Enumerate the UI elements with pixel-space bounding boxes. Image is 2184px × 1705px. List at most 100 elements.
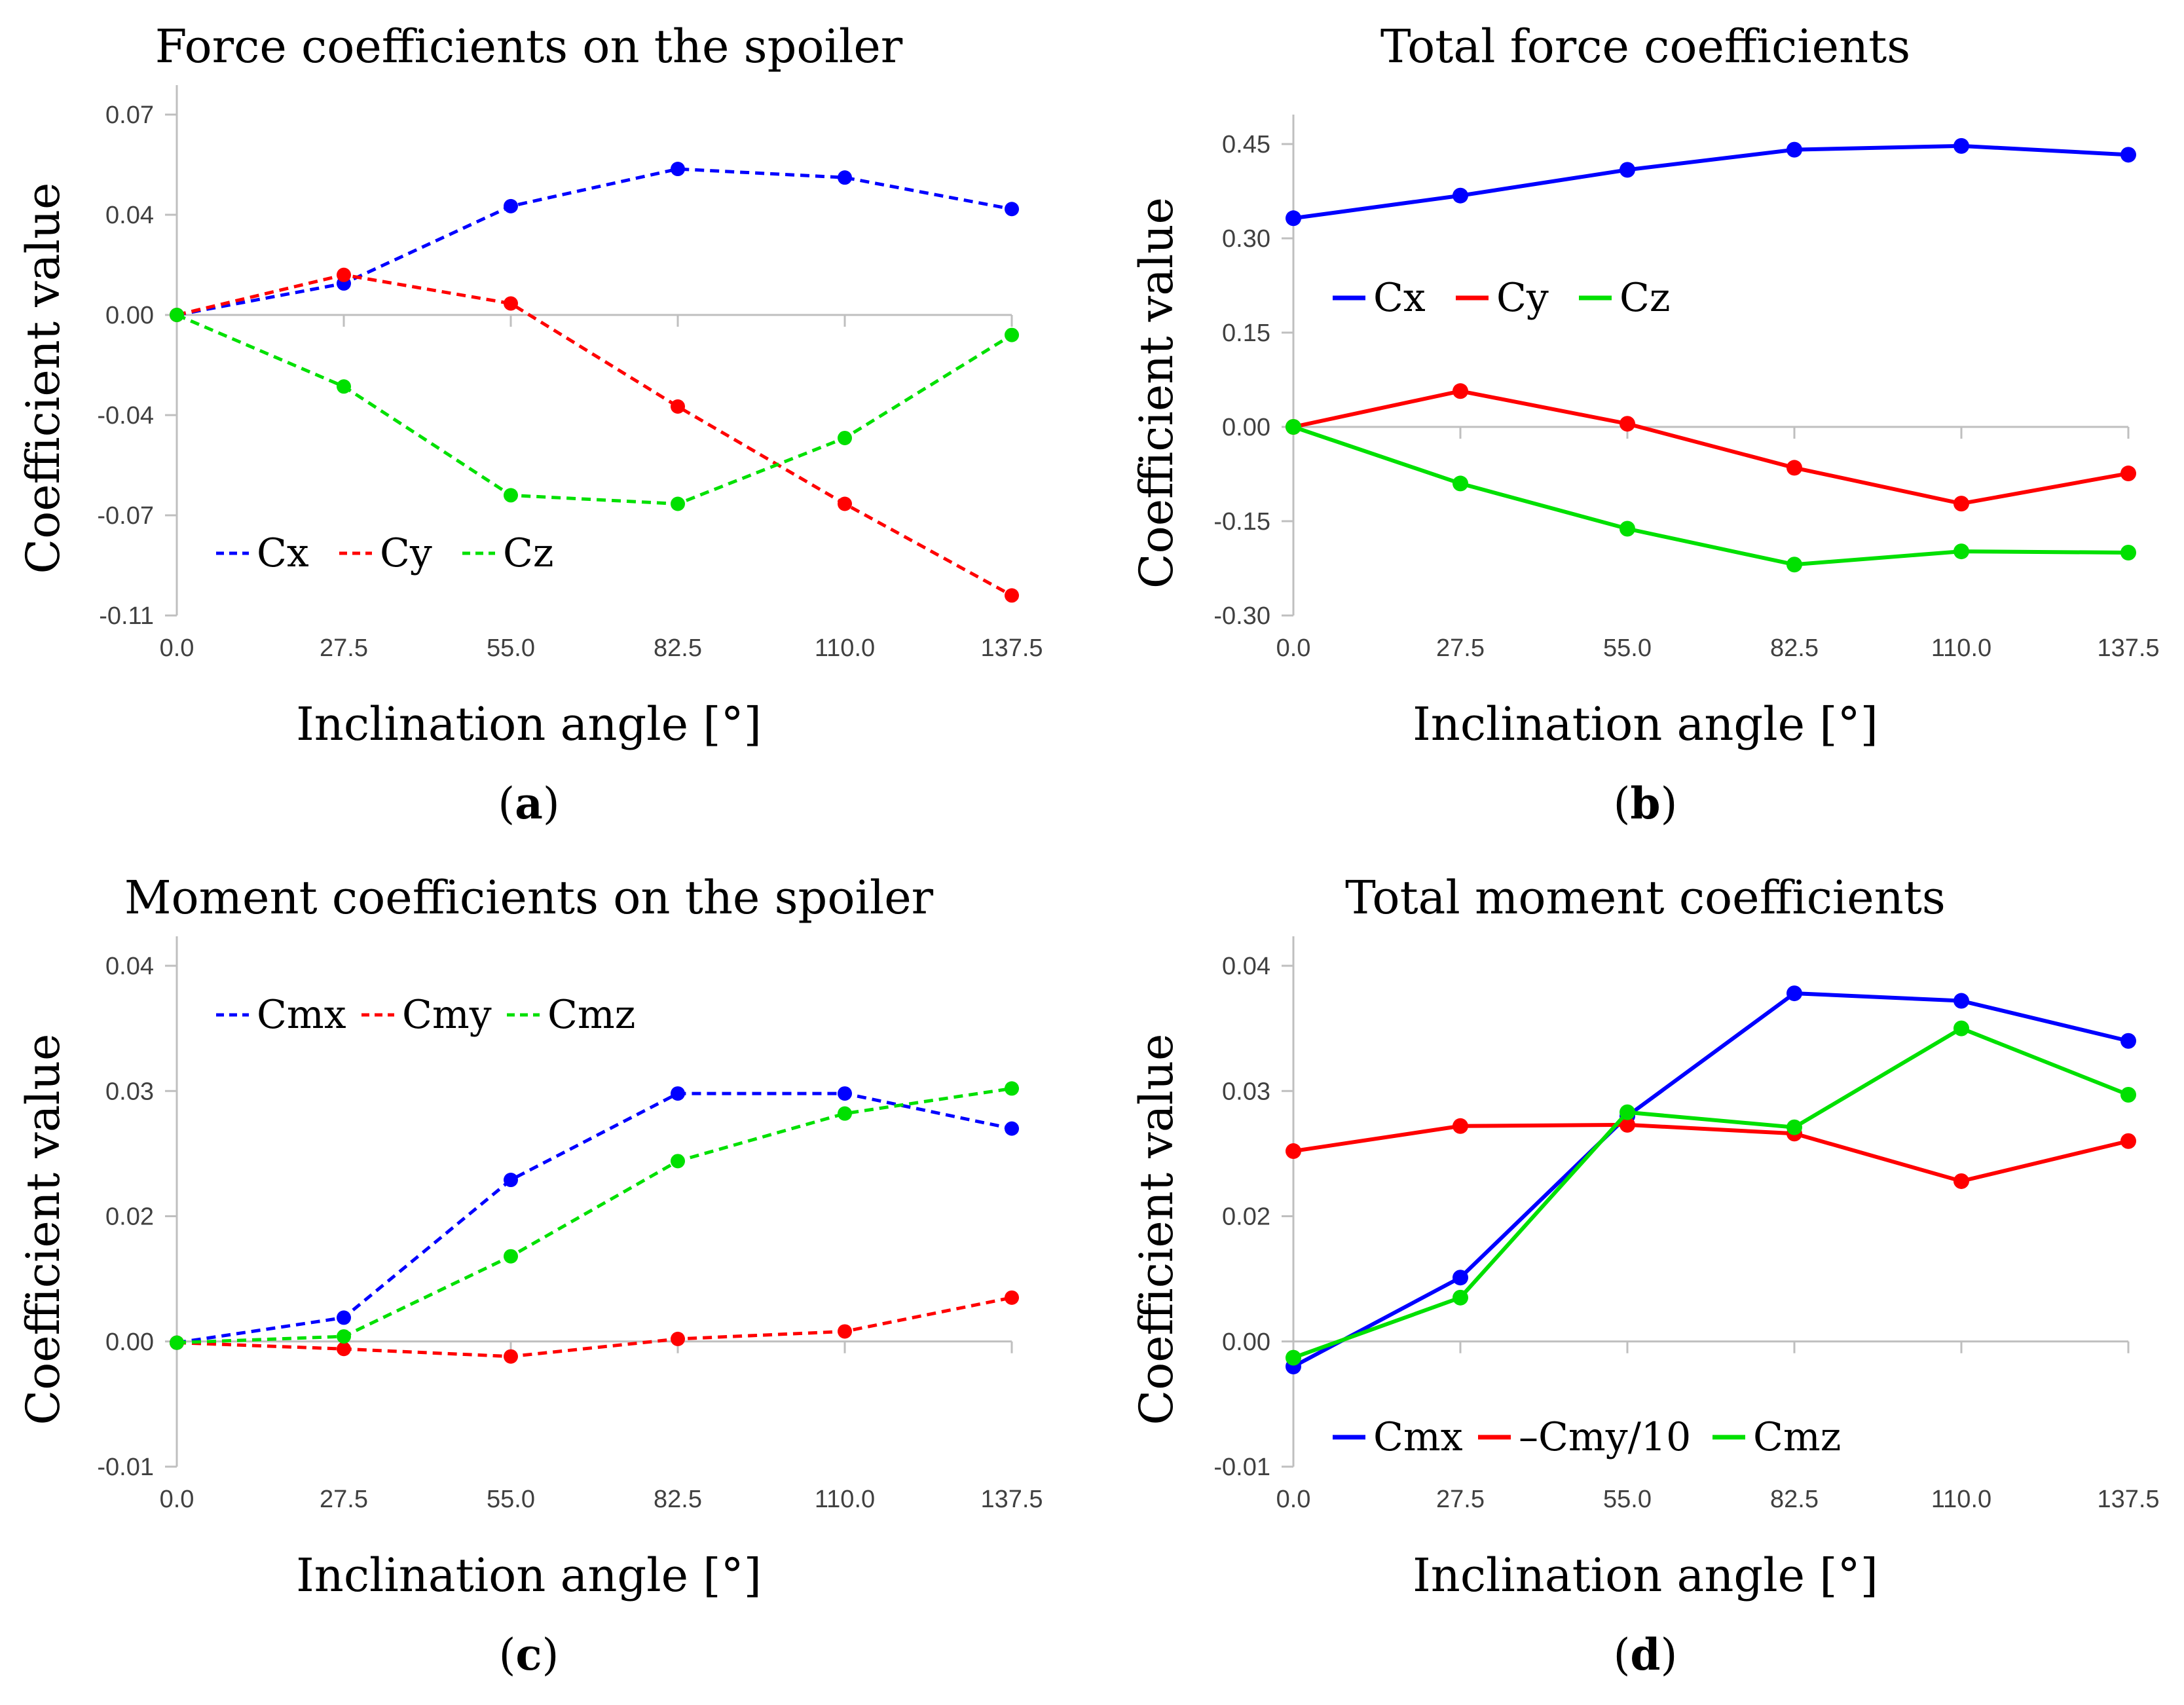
x-tick-label: 82.5 (1770, 634, 1819, 662)
legend-label: Cmz (547, 992, 635, 1038)
data-point (1453, 475, 1468, 492)
x-tick-label: 0.0 (160, 634, 194, 662)
data-point (671, 1086, 685, 1101)
data-point (337, 1310, 351, 1325)
x-axis-title: Inclination angle [°] (296, 1549, 762, 1602)
data-point (1953, 1173, 1969, 1189)
y-axis-title: Coefficient value (16, 1034, 70, 1425)
x-tick-label: 137.5 (980, 634, 1043, 662)
data-point (1453, 187, 1468, 204)
data-point (1453, 383, 1468, 399)
series-line-cmy10 (1293, 1122, 2129, 1184)
data-point (1005, 1121, 1019, 1136)
x-tick-label: 110.0 (815, 634, 875, 662)
data-point (838, 1086, 852, 1101)
data-point (1286, 1143, 1301, 1160)
data-point (1786, 460, 1802, 476)
legend-label: Cy (1496, 275, 1549, 321)
series-line-cy (1293, 389, 2129, 506)
data-point (337, 1329, 351, 1344)
data-point (1619, 1116, 1635, 1133)
data-point (504, 488, 518, 503)
y-tick-label: 0.00 (1222, 1329, 1270, 1356)
data-point (1286, 1349, 1301, 1366)
data-point (504, 1249, 518, 1264)
y-tick-label: -0.15 (1213, 508, 1270, 536)
data-point (1005, 1081, 1019, 1096)
series-line-cz (1293, 425, 2129, 567)
legend-label: Cx (1373, 275, 1426, 321)
y-tick-label: 0.07 (105, 101, 154, 129)
data-point (1953, 496, 1969, 512)
y-axis-title: Coefficient value (16, 183, 70, 574)
legend-label: Cmy (402, 992, 492, 1038)
data-point (1005, 588, 1019, 603)
data-point (671, 1331, 685, 1346)
series-line-cmz (1292, 1026, 2130, 1360)
x-tick-label: 137.5 (980, 1486, 1043, 1513)
legend-label: Cmx (1373, 1414, 1463, 1460)
y-tick-label: 0.00 (1222, 414, 1270, 441)
x-tick-label: 82.5 (1770, 1486, 1819, 1513)
data-point (504, 296, 518, 311)
y-tick-label: 0.03 (1222, 1078, 1270, 1105)
y-tick-label: -0.07 (97, 502, 154, 530)
data-point (838, 170, 852, 185)
data-point (671, 162, 685, 177)
data-point (1953, 138, 1969, 154)
data-point (2120, 545, 2136, 560)
legend-label: Cmz (1753, 1414, 1841, 1460)
data-point (838, 430, 852, 445)
x-tick-label: 55.0 (1603, 1486, 1652, 1513)
series-line-cmy (176, 1296, 1012, 1359)
y-tick-label: -0.01 (97, 1454, 154, 1481)
chart-title: Total moment coefficients (1345, 871, 1946, 925)
legend: Cx Cy Cz (216, 530, 554, 576)
series-line-cmx (176, 1091, 1012, 1345)
data-point (170, 308, 184, 322)
chart-panel-a: Force coefficients on the spoiler 0.07 0.0… (0, 0, 1061, 851)
data-point (838, 1324, 852, 1339)
x-tick-label: 110.0 (815, 1486, 875, 1513)
data-point (838, 1106, 852, 1121)
data-point (2120, 1133, 2136, 1149)
data-point (1619, 162, 1635, 178)
legend: Cmx –Cmy/10 Cmz (1333, 1414, 1841, 1460)
series-line-cx (176, 167, 1012, 317)
data-point (504, 1349, 518, 1364)
y-tick-label: -0.11 (99, 602, 154, 630)
series-line-cx (1293, 143, 2129, 221)
x-tick-label: 27.5 (1436, 1486, 1485, 1513)
chart-c-svg: Moment coefficients on the spoiler 0.04 0.… (16, 871, 1043, 1680)
chart-panel-c: Moment coefficients on the spoiler 0.04 0.… (0, 851, 1061, 1702)
y-tick-label: 0.02 (105, 1203, 154, 1231)
legend-label: Cz (503, 530, 554, 576)
data-point (1619, 521, 1635, 537)
series-line-cy (176, 273, 1013, 597)
x-tick-label: 82.5 (654, 1486, 702, 1513)
data-point (1005, 202, 1019, 217)
data-point (671, 496, 685, 511)
x-tick-label: 27.5 (1436, 634, 1485, 662)
x-tick-label: 55.0 (487, 634, 535, 662)
panel-label: (c) (499, 1629, 559, 1680)
data-point (1786, 557, 1802, 573)
chart-b-svg: Total force coefficients0.450.300.150.00… (1130, 20, 2160, 829)
x-tick-label: 55.0 (487, 1486, 535, 1513)
legend: Cmx Cmy Cmz (216, 992, 635, 1038)
data-point (1619, 1104, 1635, 1120)
y-tick-label: 0.02 (1222, 1203, 1270, 1231)
y-tick-label: -0.01 (1213, 1454, 1270, 1481)
chart-title: Total force coefficients (1380, 20, 1910, 73)
y-tick-label: -0.04 (97, 402, 154, 430)
y-tick-label: 0.03 (105, 1078, 154, 1105)
x-tick-label: 110.0 (1931, 634, 1991, 662)
data-point (504, 1173, 518, 1188)
x-axis-title: Inclination angle [°] (1413, 697, 1878, 751)
y-tick-label: 0.45 (1222, 131, 1270, 158)
y-tick-label: 0.00 (105, 1329, 154, 1356)
data-point (2120, 147, 2136, 163)
data-point (1786, 985, 1802, 1002)
data-point (2120, 1033, 2136, 1049)
